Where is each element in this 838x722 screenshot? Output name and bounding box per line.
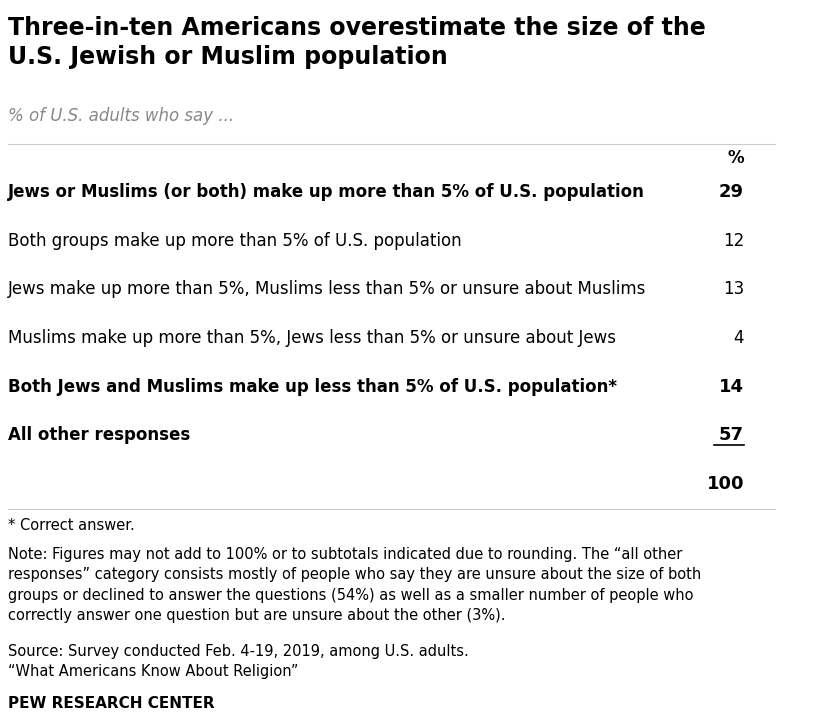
Text: 14: 14 <box>719 378 744 396</box>
Text: 100: 100 <box>706 475 744 493</box>
Text: All other responses: All other responses <box>8 426 190 444</box>
Text: %: % <box>727 149 744 167</box>
Text: Jews or Muslims (or both) make up more than 5% of U.S. population: Jews or Muslims (or both) make up more t… <box>8 183 644 201</box>
Text: * Correct answer.: * Correct answer. <box>8 518 135 534</box>
Text: 13: 13 <box>723 280 744 298</box>
Text: 29: 29 <box>719 183 744 201</box>
Text: Muslims make up more than 5%, Jews less than 5% or unsure about Jews: Muslims make up more than 5%, Jews less … <box>8 329 616 347</box>
Text: Both groups make up more than 5% of U.S. population: Both groups make up more than 5% of U.S.… <box>8 232 462 250</box>
Text: 4: 4 <box>733 329 744 347</box>
Text: 57: 57 <box>719 426 744 444</box>
Text: Both Jews and Muslims make up less than 5% of U.S. population*: Both Jews and Muslims make up less than … <box>8 378 617 396</box>
Text: 12: 12 <box>723 232 744 250</box>
Text: Note: Figures may not add to 100% or to subtotals indicated due to rounding. The: Note: Figures may not add to 100% or to … <box>8 547 701 623</box>
Text: Jews make up more than 5%, Muslims less than 5% or unsure about Muslims: Jews make up more than 5%, Muslims less … <box>8 280 646 298</box>
Text: Three-in-ten Americans overestimate the size of the
U.S. Jewish or Muslim popula: Three-in-ten Americans overestimate the … <box>8 16 706 69</box>
Text: Source: Survey conducted Feb. 4-19, 2019, among U.S. adults.
“What Americans Kno: Source: Survey conducted Feb. 4-19, 2019… <box>8 644 468 679</box>
Text: % of U.S. adults who say ...: % of U.S. adults who say ... <box>8 107 234 125</box>
Text: PEW RESEARCH CENTER: PEW RESEARCH CENTER <box>8 696 215 711</box>
